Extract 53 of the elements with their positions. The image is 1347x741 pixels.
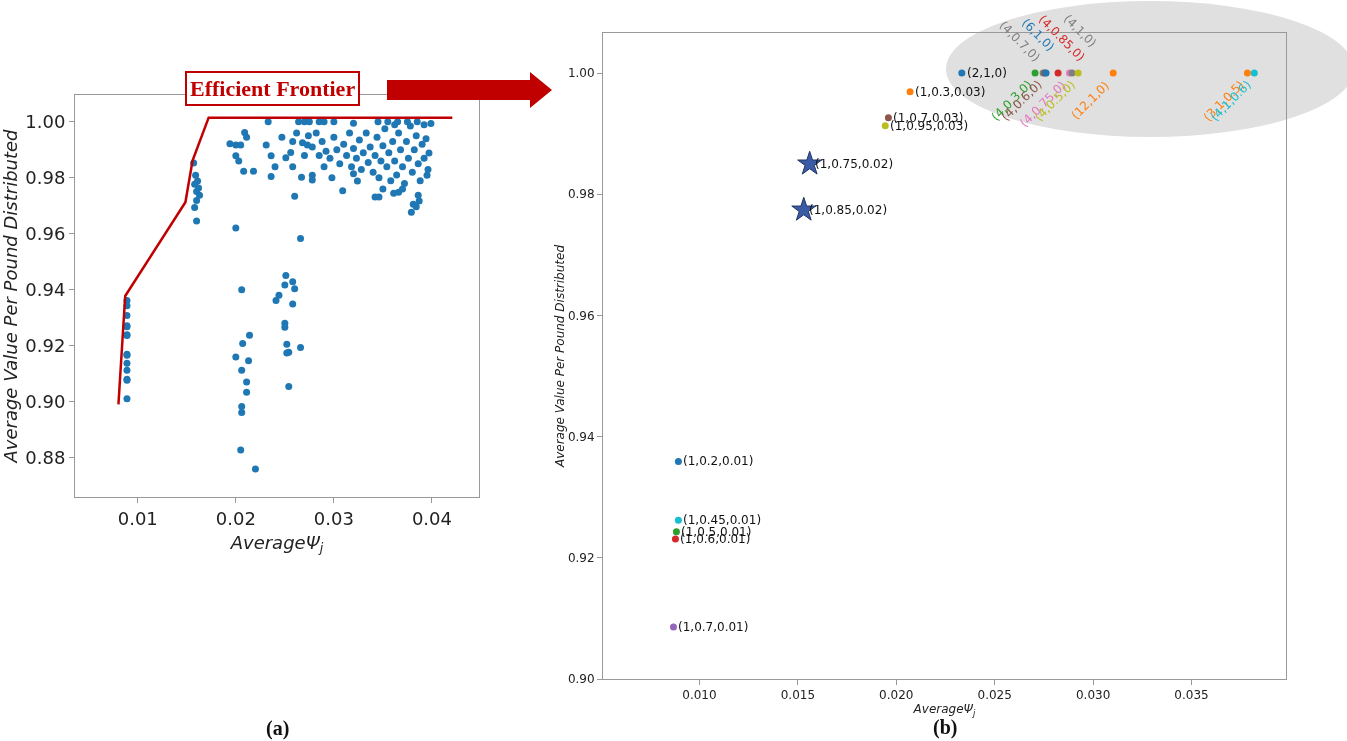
x-tick-label: 0.04 bbox=[411, 507, 452, 529]
point bbox=[1109, 69, 1117, 77]
x-tick-label: 0.02 bbox=[215, 507, 256, 529]
x-tick-label: 0.030 bbox=[1075, 688, 1111, 703]
y-tick-label: 0.90 bbox=[567, 672, 595, 687]
x-tick-label: 0.025 bbox=[977, 688, 1012, 703]
point bbox=[674, 457, 682, 465]
y-tick-label: 0.94 bbox=[567, 429, 595, 444]
point bbox=[958, 69, 966, 77]
point bbox=[674, 516, 682, 524]
y-tick-label: 0.88 bbox=[25, 447, 66, 469]
point bbox=[672, 528, 680, 536]
point bbox=[884, 114, 892, 122]
series-label: (1,0.85,0.02) bbox=[809, 203, 888, 217]
x-tick-label: 0.01 bbox=[117, 507, 158, 529]
x-tick-label: 0.015 bbox=[780, 688, 816, 703]
x-tick-label: 0.03 bbox=[313, 507, 354, 529]
series-label: (1,0.75,0.02) bbox=[815, 157, 894, 171]
line-series bbox=[117, 116, 454, 406]
y-axis-title: Average Value Per Pound Distributed bbox=[553, 244, 568, 469]
point bbox=[671, 535, 679, 543]
x-tick-label: 0.010 bbox=[682, 688, 717, 703]
point bbox=[1250, 69, 1258, 77]
point bbox=[1054, 69, 1062, 77]
x-axis-title: AverageΨ$_{j}$ bbox=[229, 531, 324, 556]
y-tick-label: 0.90 bbox=[25, 391, 66, 413]
point bbox=[1031, 69, 1039, 77]
y-tick-label: 0.96 bbox=[25, 223, 66, 245]
point bbox=[906, 88, 914, 96]
y-tick-label: 0.94 bbox=[25, 279, 66, 301]
point bbox=[1074, 69, 1082, 77]
annotation: Efficient Frontier bbox=[190, 76, 356, 101]
x-tick-label: 0.035 bbox=[1174, 688, 1209, 703]
series-label: (1,0.45,0.01) bbox=[683, 513, 762, 527]
y-tick-label: 1.00 bbox=[567, 66, 595, 81]
series-label: (2,1,0) bbox=[967, 66, 1007, 80]
text: (a) bbox=[266, 717, 290, 740]
y-tick-label: 0.96 bbox=[567, 308, 595, 323]
series-label: (1,0.3,0.03) bbox=[915, 85, 986, 99]
point bbox=[1243, 69, 1251, 77]
y-tick-label: 0.98 bbox=[567, 187, 595, 202]
y-tick-label: 0.92 bbox=[567, 551, 595, 565]
text: (b) bbox=[933, 716, 958, 739]
point bbox=[881, 122, 889, 130]
x-axis-title: AverageΨ$_{j}$ bbox=[912, 702, 977, 718]
y-axis-title: Average Value Per Pound Distributed bbox=[0, 128, 21, 464]
series-label: (1,0.7,0.01) bbox=[678, 620, 749, 634]
series-label: (1,0.2,0.01) bbox=[683, 454, 754, 468]
y-tick-label: 0.92 bbox=[25, 335, 66, 357]
x-tick-label: 0.020 bbox=[879, 688, 914, 703]
y-tick-label: 0.98 bbox=[25, 167, 66, 189]
point bbox=[669, 623, 677, 631]
y-tick-label: 1.00 bbox=[25, 111, 66, 133]
